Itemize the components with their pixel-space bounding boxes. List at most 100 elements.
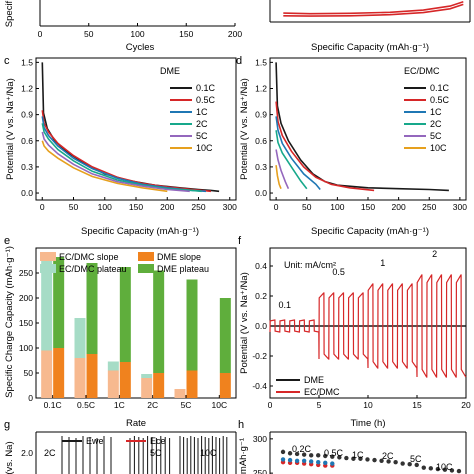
panel-e-ytick-label: 50 [24, 368, 34, 378]
panel-c-line-1C [41, 116, 207, 193]
panel-e-bar-dme [153, 270, 165, 373]
panel-c-legend-label: 10C [196, 143, 213, 153]
panel-c-letter: c [4, 55, 10, 67]
panel-f-ticks: 0 5 10 15 20 -0.4 -0.2 0.0 0.2 0.4 [252, 261, 471, 410]
panel-e-bar-dme [186, 370, 198, 398]
panel-f-xlabel: Time (h) [350, 418, 385, 429]
panel-h-rate-label: 1C [352, 450, 364, 460]
panel-d-xlabel: Specific Capacity (mAh·g⁻¹) [311, 226, 429, 237]
panel-b-xlabel: Specific Capacity (mAh·g⁻¹) [311, 42, 429, 53]
panel-h-point-black [435, 466, 441, 472]
panel-e-bar-ecdmc [141, 378, 153, 398]
panel-b: Specific Capacity (mAh·g⁻¹) [269, 0, 471, 53]
panel-d-legend-label: 10C [430, 143, 447, 153]
panel-e-bar-dme [219, 298, 231, 373]
panel-e-bar-dme [119, 362, 131, 398]
panel-e-ytick-label: 0 [28, 393, 33, 403]
panel-e-ytick-label: 250 [19, 268, 33, 278]
panel-d-xtick-label: 150 [361, 202, 375, 212]
panel-h-point-blue [280, 457, 286, 462]
panel-h-point-black [428, 466, 434, 471]
panel-h-point-black [351, 456, 356, 461]
panel-g-rate-label: 10C [200, 448, 217, 458]
panel-d-line-10C [275, 165, 282, 190]
panel-c-title: DME [160, 66, 180, 76]
panel-e-ytick-label: 200 [19, 293, 33, 303]
panel-g-plot-frame [35, 431, 237, 474]
panel-b-plot-frame [269, 0, 471, 23]
panel-d: d 0 50 100 150 200 250 300 0.0 0.3 0.6 0.9 1.2 1.5 E… [236, 55, 467, 237]
panel-d-ytick-label: 0.6 [255, 136, 267, 146]
panel-d-legend-label: 0.5C [430, 95, 450, 105]
panel-a-xtick-label: 50 [84, 29, 94, 39]
panel-e-legend-label: DME slope [157, 252, 201, 262]
panel-g-legend: Ewe Ece [62, 436, 166, 446]
panel-e-legend-swatch [40, 264, 56, 273]
panel-g-series: 2.0 [21, 436, 228, 474]
panel-c-legend-label: 1C [196, 107, 208, 117]
panel-d-ytick-label: 0.0 [255, 188, 267, 198]
panel-f-ytick-label: 0.0 [255, 321, 267, 331]
panel-h-point-black [280, 449, 286, 455]
panel-f-ylabel: Potential (V vs. Na⁺/Na) [239, 272, 250, 374]
panel-e-letter: e [4, 235, 10, 247]
panel-f-series [269, 274, 467, 378]
panel-c-ytick-label: 0.6 [21, 136, 33, 146]
panel-h-point-black [316, 453, 321, 458]
panel-f-rate-label: 0.5 [332, 267, 345, 277]
panel-e-bar-dme [53, 257, 65, 348]
panel-c: c 0 50 100 150 200 250 300 0.0 0.3 0.6 0.9 1.2 1.5 D… [4, 55, 237, 237]
panel-e-xtick-label: 1C [114, 400, 125, 410]
panel-h-rate-label: 0.2C [292, 444, 312, 454]
panel-c-line-5C [41, 131, 190, 193]
panel-c-xtick-label: 100 [98, 202, 112, 212]
panel-d-legend: 0.1C 0.5C 1C 2C 5C 10C [404, 83, 450, 153]
panel-b-series [283, 1, 464, 17]
panel-e-legend-swatch [138, 264, 154, 273]
panel-f-rate-label: 2 [432, 249, 437, 259]
panel-h-point-blue [294, 458, 300, 463]
panel-h-point-black [414, 462, 419, 468]
panel-c-ylabel: Potential (V vs. Na⁺/Na) [5, 78, 16, 180]
panel-h-point-black [456, 468, 462, 474]
panel-e-ylabel: Specific Charge Capacity (mAh·g⁻¹) [4, 246, 15, 398]
panel-h-point-black [308, 453, 314, 458]
panel-c-legend-label: 0.5C [196, 95, 216, 105]
panel-f-legend: DME EC/DMC [276, 375, 340, 397]
panel-h-rate-label: 2C [382, 451, 394, 461]
panel-f-xtick-label: 5 [317, 400, 322, 410]
panel-f-ytick-label: -0.2 [252, 351, 267, 361]
panel-d-ytick-label: 1.5 [255, 57, 267, 67]
panel-d-legend-label: 0.1C [430, 83, 450, 93]
panel-h-point-black [379, 458, 384, 463]
panel-d-xtick-label: 300 [453, 202, 467, 212]
panel-f-xtick-label: 20 [461, 400, 471, 410]
panel-h-point-black [287, 451, 293, 456]
panel-d-legend-label: 2C [430, 119, 442, 129]
panel-g-rate-label: 5C [150, 448, 162, 458]
panel-e-xtick-label: 0.5C [77, 400, 95, 410]
panel-g-ytick-label: 2.0 [21, 448, 33, 458]
panel-h-point-black [330, 454, 335, 459]
panel-h-point-blue [330, 461, 335, 466]
panel-e-legend-swatch [138, 252, 154, 261]
panel-d-title: EC/DMC [404, 66, 440, 76]
panel-d-series [275, 62, 449, 192]
panel-h-point-black [400, 461, 405, 466]
panel-h-point-black [365, 457, 370, 462]
panel-c-legend-label: 2C [196, 119, 208, 129]
panel-a-xtick-label: 150 [179, 29, 193, 39]
panel-h-point-black [421, 465, 426, 470]
panel-g: g 2.0 (vs. Na) Ewe Ece 2C 5C 10C [4, 419, 237, 474]
panel-h-point-blue [308, 459, 314, 464]
panel-c-xtick-label: 150 [129, 202, 143, 212]
panel-e-ticks: 0 50 100 150 200 250 0.1C 0.5C 1C 2C 5C 10C [19, 268, 227, 410]
panel-g-legend-label: Ewe [86, 436, 104, 446]
panel-h-point-black [323, 453, 328, 459]
panel-h-ylabel: mAh·g⁻¹ [238, 438, 249, 474]
panel-a-xtick-label: 200 [228, 29, 242, 39]
panel-d-ytick-label: 0.3 [255, 162, 267, 172]
panel-c-xtick-label: 50 [69, 202, 79, 212]
panel-c-xtick-label: 250 [191, 202, 205, 212]
